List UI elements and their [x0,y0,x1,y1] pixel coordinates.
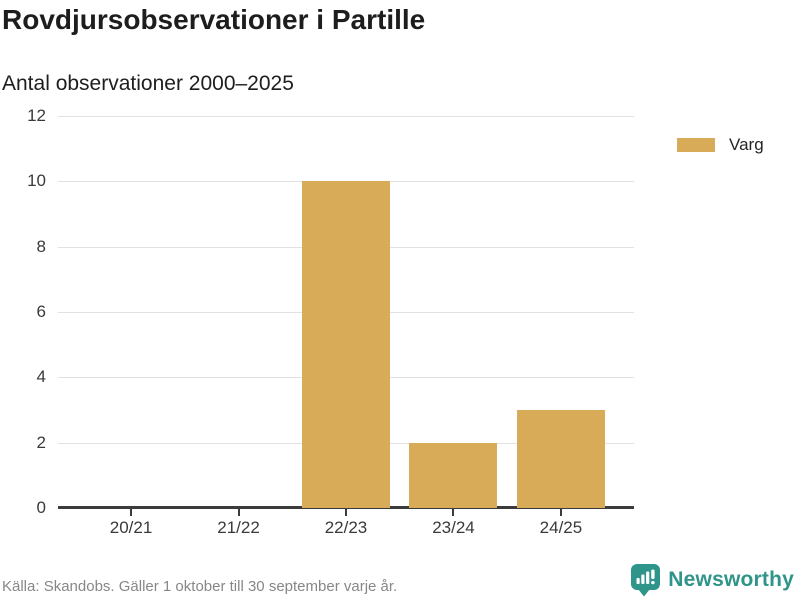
newsworthy-bubble-chart-icon [631,564,661,597]
x-tick-label-22-23: 22/23 [324,518,368,537]
x-axis-labels: 20/21 21/22 22/23 23/24 24/25 [58,518,634,542]
plot-area [58,116,634,516]
x-tick-24-25 [559,508,562,516]
x-tick-label-24-25: 24/25 [539,518,583,537]
y-axis-labels: 0 2 4 6 8 10 12 [0,106,46,517]
bar-23-24 [409,442,498,508]
legend-swatch-varg [677,138,715,152]
chart-subtitle: Antal observationer 2000–2025 [2,72,294,95]
bar-22-23 [302,181,390,508]
legend: Varg [677,135,764,155]
y-tick-label-10: 10 [27,171,46,191]
y-tick-label-4: 4 [36,367,46,387]
y-tick-label-0: 0 [36,498,46,517]
x-tick-label-23-24: 23/24 [432,518,475,537]
x-tick-22-23 [345,508,347,516]
x-tick-23-24 [452,508,455,516]
y-tick-label-12: 12 [27,106,46,125]
x-tick-20-21 [130,508,133,516]
y-tick-label-8: 8 [36,236,46,256]
y-tick-label-6: 6 [36,302,46,321]
source-note: Källa: Skandobs. Gäller 1 oktober till 3… [2,578,398,595]
x-tick-21-22 [237,508,240,516]
x-tick-label-20-21: 20/21 [109,518,153,537]
newsworthy-wordmark: Newsworthy [668,568,794,591]
chart-title: Rovdjursobservationer i Partille [2,4,426,35]
legend-label-varg: Varg [729,135,764,154]
y-tick-label-2: 2 [36,432,46,452]
x-tick-label-21-22: 21/22 [217,518,260,537]
newsworthy-logo-link[interactable]: Newsworthy [630,563,794,597]
gridline-12 [58,116,634,117]
bar-24-25 [516,410,605,508]
